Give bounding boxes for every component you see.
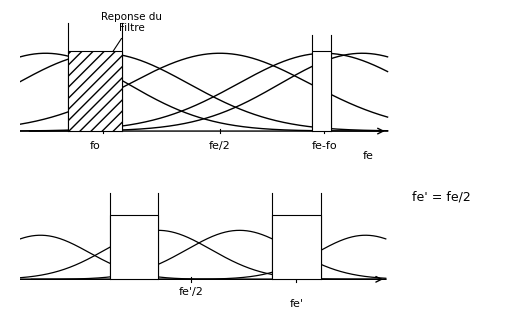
Bar — [110, 215, 158, 279]
Text: fe': fe' — [289, 299, 304, 309]
Text: fe'/2: fe'/2 — [178, 287, 203, 297]
Text: fe' = fe/2: fe' = fe/2 — [412, 191, 470, 204]
Text: fe-fo: fe-fo — [312, 141, 337, 151]
Bar — [312, 51, 331, 131]
Bar — [68, 51, 122, 131]
Bar — [272, 215, 321, 279]
Text: fe: fe — [363, 151, 374, 161]
Text: fe/2: fe/2 — [209, 141, 231, 151]
Text: Reponse du
Filtre: Reponse du Filtre — [99, 12, 163, 72]
Text: fo: fo — [89, 141, 100, 151]
